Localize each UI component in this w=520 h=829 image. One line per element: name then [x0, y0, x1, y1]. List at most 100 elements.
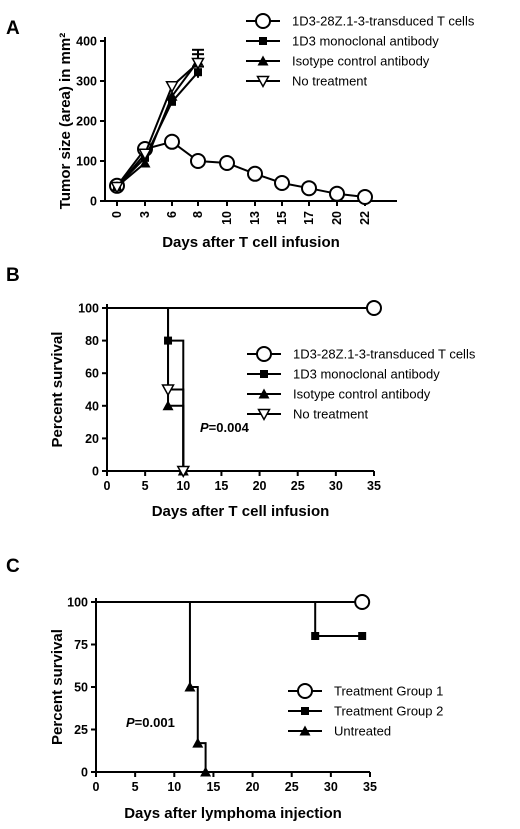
- chart-c-survival: 0 25 50 75 100 0 5 10 15 20 25 30 35 Days after lymph…: [49, 594, 443, 822]
- y-axis-title: Tumor size (area) in mm²: [57, 33, 74, 209]
- series-line: [116, 60, 199, 188]
- x-tick-label: 6: [165, 211, 179, 218]
- y-tick-label: 0: [81, 766, 88, 780]
- x-tick-label: 30: [329, 479, 343, 493]
- x-tick-label: 0: [104, 479, 111, 493]
- y-tick-label: 0: [92, 465, 99, 479]
- p-value-number: =0.001: [135, 715, 175, 730]
- data-point: [164, 133, 180, 150]
- x-tick-label: 15: [275, 211, 289, 225]
- y-tick-label: 25: [74, 723, 88, 737]
- x-tick-label: 15: [206, 780, 220, 794]
- data-point: [357, 189, 373, 205]
- survival-step-line: [96, 601, 363, 637]
- y-axis-title: Percent survival: [49, 332, 66, 448]
- p-value-symbol: P: [200, 420, 209, 435]
- x-axis-title: Days after T cell infusion: [152, 503, 330, 520]
- legend-label: 1D3-28Z.1-3-transduced T cells: [293, 347, 476, 362]
- legend-marker: [259, 37, 267, 45]
- p-value-annotation: P=0.004: [200, 420, 250, 435]
- legend-label: 1D3 monoclonal antibody: [292, 34, 439, 49]
- y-tick-label: 200: [76, 115, 97, 129]
- y-tick-label: 400: [76, 35, 97, 49]
- x-tick-label: 20: [253, 479, 267, 493]
- x-tick-label: 15: [214, 479, 228, 493]
- data-point: [194, 68, 202, 77]
- x-tick-label: 0: [93, 780, 100, 794]
- x-axis-title: Days after lymphoma injection: [124, 805, 342, 822]
- data-point: [274, 175, 290, 191]
- data-point: [200, 766, 212, 777]
- data-point: [139, 157, 151, 168]
- legend-label: Treatment Group 2: [334, 704, 443, 719]
- p-value-symbol: P: [126, 715, 135, 730]
- panel-label-a: A: [6, 18, 20, 39]
- data-point: [161, 384, 175, 397]
- p-value-number: =0.004: [209, 420, 250, 435]
- x-tick-label: 20: [246, 780, 260, 794]
- data-point: [190, 153, 206, 169]
- x-tick-label: 8: [191, 211, 205, 218]
- panel-label-c: C: [6, 556, 20, 577]
- data-point: [191, 57, 205, 71]
- legend-marker: [256, 346, 272, 362]
- x-tick-label: 3: [138, 211, 152, 218]
- series-line: [116, 140, 366, 198]
- legend-label: Untreated: [334, 724, 391, 739]
- panel-label-b: B: [6, 265, 20, 286]
- legend-label: Isotype control antibody: [292, 54, 430, 69]
- x-tick-label: 17: [302, 211, 316, 225]
- legend-marker: [297, 683, 313, 699]
- data-point: [301, 180, 317, 197]
- data-point: [366, 300, 382, 316]
- data-point: [358, 632, 367, 640]
- x-tick-label: 22: [358, 211, 372, 225]
- data-point: [166, 90, 178, 101]
- data-point: [138, 148, 152, 161]
- legend-marker: [299, 725, 311, 736]
- data-point: [110, 181, 124, 195]
- data-point: [311, 632, 320, 640]
- chart-a-tumor-size: 0 100 200 300 400 0 3 6 8 10 13 15 17 20 22 Days after …: [57, 13, 475, 251]
- y-tick-label: 40: [85, 399, 99, 413]
- p-value-annotation: P=0.001: [126, 715, 175, 730]
- x-tick-label: 35: [363, 780, 377, 794]
- x-tick-label: 10: [220, 211, 234, 225]
- y-tick-label: 100: [78, 302, 99, 316]
- legend-label: Isotype control antibody: [293, 387, 431, 402]
- y-tick-label: 100: [67, 596, 88, 610]
- legend-marker: [257, 408, 271, 422]
- series-line: [116, 62, 199, 188]
- x-tick-label: 25: [285, 780, 299, 794]
- data-point: [354, 594, 371, 610]
- legend-marker: [255, 13, 271, 29]
- y-tick-label: 300: [76, 75, 97, 89]
- y-tick-label: 80: [85, 334, 99, 348]
- legend-marker: [260, 370, 268, 378]
- legend-label: Treatment Group 1: [334, 684, 443, 699]
- legend-marker: [258, 388, 270, 399]
- y-tick-label: 75: [74, 638, 88, 652]
- y-tick-label: 60: [85, 367, 99, 381]
- survival-step-line: [96, 601, 207, 772]
- x-tick-label: 30: [324, 780, 338, 794]
- x-tick-label: 5: [132, 780, 139, 794]
- legend-marker: [256, 75, 270, 89]
- chart-b-survival: 0 20 40 60 80 100 0 5 10 15 20 25 30 35 Days after T c…: [49, 300, 476, 520]
- data-point: [192, 737, 204, 748]
- y-tick-label: 0: [90, 195, 97, 209]
- data-point: [168, 97, 176, 106]
- data-point: [184, 681, 196, 692]
- legend-label: 1D3-28Z.1-3-transduced T cells: [292, 14, 475, 29]
- x-tick-label: 10: [176, 479, 190, 493]
- x-tick-label: 35: [367, 479, 381, 493]
- x-tick-label: 10: [167, 780, 181, 794]
- x-axis-title: Days after T cell infusion: [162, 234, 340, 251]
- x-tick-label: 20: [330, 211, 344, 225]
- legend-label: No treatment: [292, 74, 368, 89]
- y-tick-label: 20: [85, 432, 99, 446]
- x-tick-label: 13: [248, 211, 262, 225]
- x-tick-label: 5: [142, 479, 149, 493]
- data-point: [176, 465, 191, 479]
